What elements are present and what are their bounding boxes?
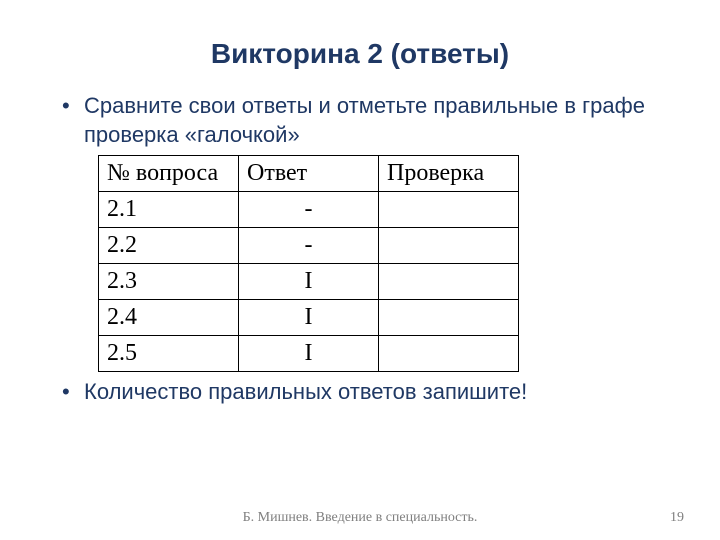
cell-number: 2.5 (99, 336, 239, 372)
table-row: 2.1 - (99, 192, 519, 228)
cell-answer: - (239, 192, 379, 228)
cell-number: 2.3 (99, 264, 239, 300)
cell-answer: I (239, 300, 379, 336)
content-list-2: Количество правильных ответов запишите! (60, 378, 668, 407)
cell-answer: I (239, 264, 379, 300)
slide: Викторина 2 (ответы) Сравните свои ответ… (0, 0, 720, 540)
footer-author: Б. Мишнев. Введение в специальность. (0, 510, 720, 526)
col-header-answer: Ответ (239, 156, 379, 192)
table-header-row: № вопроса Ответ Проверка (99, 156, 519, 192)
bullet-item: Количество правильных ответов запишите! (60, 378, 668, 407)
cell-check (379, 300, 519, 336)
cell-number: 2.2 (99, 228, 239, 264)
col-header-check: Проверка (379, 156, 519, 192)
table-row: 2.4 I (99, 300, 519, 336)
cell-answer: - (239, 228, 379, 264)
cell-check (379, 228, 519, 264)
answers-table: № вопроса Ответ Проверка 2.1 - 2.2 - 2.3 (98, 155, 519, 372)
cell-check (379, 264, 519, 300)
footer-page-number: 19 (670, 510, 684, 526)
content-list: Сравните свои ответы и отметьте правильн… (60, 92, 668, 149)
table-row: 2.2 - (99, 228, 519, 264)
table-row: 2.3 I (99, 264, 519, 300)
col-header-number: № вопроса (99, 156, 239, 192)
slide-title: Викторина 2 (ответы) (52, 38, 668, 70)
cell-check (379, 336, 519, 372)
table-row: 2.5 I (99, 336, 519, 372)
answers-table-wrap: № вопроса Ответ Проверка 2.1 - 2.2 - 2.3 (98, 155, 668, 372)
bullet-item: Сравните свои ответы и отметьте правильн… (60, 92, 668, 149)
cell-answer: I (239, 336, 379, 372)
cell-check (379, 192, 519, 228)
cell-number: 2.1 (99, 192, 239, 228)
cell-number: 2.4 (99, 300, 239, 336)
